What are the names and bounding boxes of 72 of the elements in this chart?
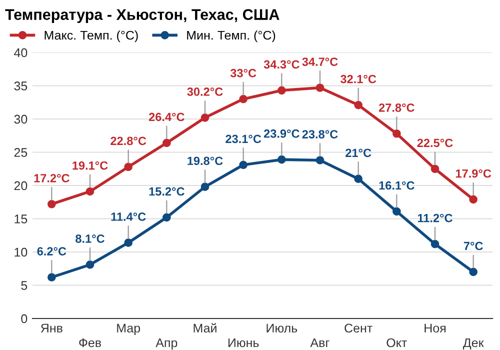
data-label: 34.3°C [264,60,300,69]
y-tick-label: 30 [14,114,28,124]
y-tick-label: 20 [14,181,28,190]
point [316,156,324,164]
x-tick-label: Дек [462,338,484,350]
data-label: 34.7°C [302,58,338,66]
point [124,162,132,172]
data-label: 19.1°C [72,161,108,170]
x-tick-label: Ноя [424,324,446,333]
y-tick-label: 10 [14,248,28,257]
point [200,182,210,191]
data-label: 33°C [230,68,256,78]
point [48,200,56,208]
x-tick-label: Июль [266,324,298,333]
point [162,138,171,148]
point [469,268,478,276]
data-label: 23.1°C [226,134,262,144]
data-label: 22.5°C [417,138,453,148]
data-label: 32.1°C [340,74,376,84]
y-tick-label: 40 [14,48,28,58]
data-label: 27.8°C [378,103,414,112]
y-tick-label: 15 [14,214,28,224]
point [278,86,286,95]
data-label: 22.8°C [110,136,146,146]
point [86,187,94,196]
data-label: 7°C [464,242,483,250]
data-label: 11.4°C [111,212,146,221]
point [354,174,362,184]
point [48,273,56,282]
legend-label: Макс. Темп. (°C) [44,30,138,42]
point [354,100,362,110]
data-label: 11.2°C [418,214,452,222]
legend-label: Мин. Темп. (°C) [187,30,276,42]
x-tick-label: Июнь [228,338,259,348]
x-tick-label: Авг [310,338,330,348]
data-label: 26.4°C [148,112,184,122]
y-tick-label: 25 [14,148,28,157]
x-tick-label: Окт [386,338,407,348]
data-label: 21°C [346,148,372,158]
data-label: 23.8°C [302,130,338,138]
point [469,195,478,204]
data-label: 30.2°C [187,88,223,96]
point [430,164,440,174]
x-tick-label: Апр [156,338,178,350]
point [239,160,248,170]
point [316,84,324,92]
data-label: 8.1°C [76,234,105,243]
y-tick-label: 0 [21,314,28,324]
point [86,260,94,269]
point [162,213,171,222]
point [392,207,401,216]
data-label: 6.2°C [37,247,66,256]
x-tick-label: Янв [40,324,62,332]
y-tick-label: 35 [14,82,28,90]
x-tick-label: Май [194,323,216,333]
data-label: 19.8°C [188,156,223,166]
point [278,155,286,164]
data-label: 23.9°C [264,129,300,138]
point [392,129,401,138]
data-label: 17.9°C [456,169,492,178]
data-label: 16.1°C [379,181,414,190]
x-tick-label: Фев [79,338,102,348]
point [124,238,132,247]
data-label: 17.2°C [34,174,70,182]
point [200,114,210,122]
y-tick-label: 5 [21,281,28,290]
point [239,94,248,104]
data-label: 15.2°C [149,187,184,196]
x-tick-label: Сент [344,324,372,333]
point [430,240,440,248]
chart-title: Температура - Хьюстон, Техас, США [5,9,280,23]
x-tick-label: Мар [117,324,140,336]
